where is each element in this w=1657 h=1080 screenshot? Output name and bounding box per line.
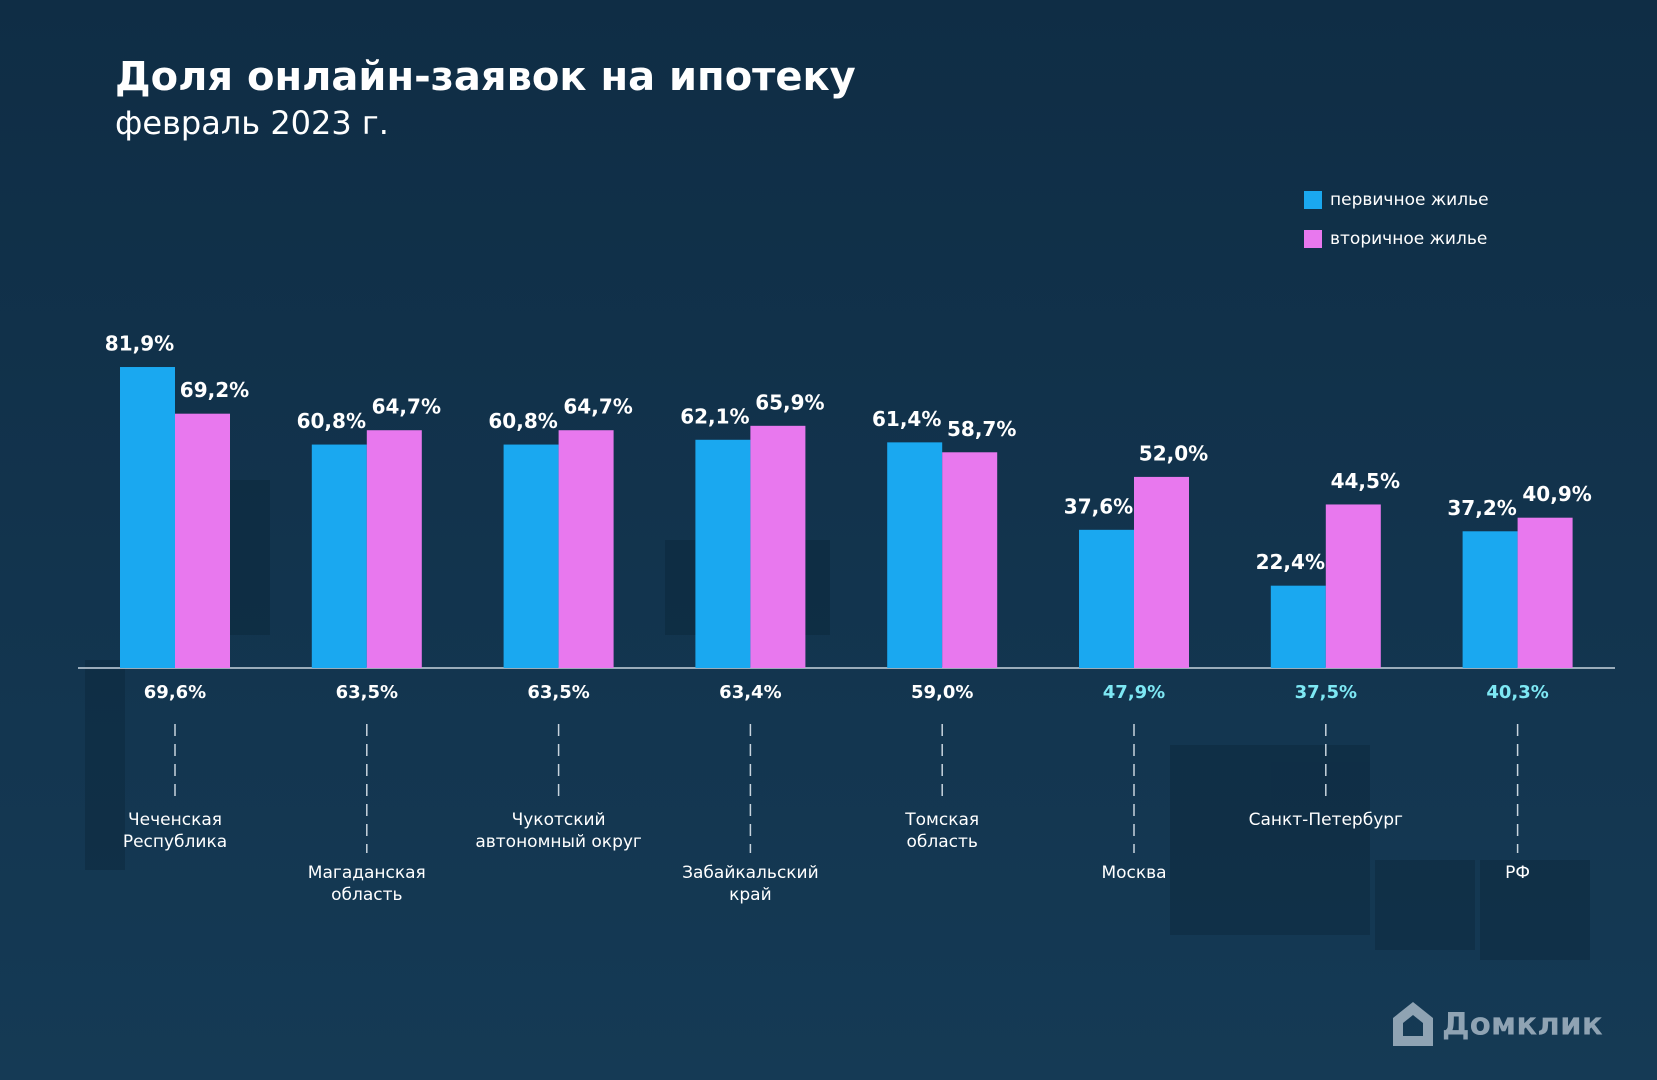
value-label: 60,8% (488, 409, 557, 433)
total-label: 37,5% (1295, 682, 1357, 703)
total-label: 63,5% (527, 682, 589, 703)
value-label: 65,9% (755, 390, 824, 414)
chart-subtitle: февраль 2023 г. (115, 104, 389, 142)
legend-swatch (1304, 230, 1322, 248)
bar (695, 439, 751, 668)
category-label: Чеченская Республика (122, 810, 228, 852)
value-label: 22,4% (1256, 550, 1325, 574)
bar (942, 452, 998, 668)
logo: Домклик (1393, 1002, 1603, 1046)
total-label: 69,6% (144, 682, 206, 703)
bar (120, 367, 175, 668)
total-label: 63,4% (719, 682, 781, 703)
value-label: 69,2% (180, 378, 249, 402)
value-label: 60,8% (297, 409, 366, 433)
total-label: 63,5% (336, 682, 398, 703)
category-label: Чукотский автономный округ (475, 810, 642, 852)
value-label: 81,9% (105, 332, 174, 356)
bar (1079, 529, 1134, 668)
bar (1134, 476, 1189, 668)
total-label: 47,9% (1103, 682, 1165, 703)
bar (1270, 585, 1326, 668)
logo-text: Домклик (1442, 1007, 1603, 1043)
legend-label: вторичное жилье (1330, 229, 1487, 249)
bar (503, 444, 559, 668)
value-label: 64,7% (563, 395, 632, 419)
value-label: 58,7% (947, 417, 1016, 441)
bar (175, 413, 230, 668)
bar (887, 442, 943, 668)
bar (366, 430, 422, 668)
value-label: 61,4% (872, 407, 941, 431)
value-label: 62,1% (680, 404, 749, 428)
total-label: 40,3% (1486, 682, 1548, 703)
value-label: 44,5% (1331, 469, 1400, 493)
legend-swatch (1304, 191, 1322, 209)
logo-icon (1393, 1002, 1433, 1046)
category-label: Томская область (905, 810, 980, 852)
legend-label: первичное жилье (1330, 190, 1489, 210)
bar (1325, 504, 1381, 668)
total-label: 59,0% (911, 682, 973, 703)
bar (750, 425, 806, 668)
category-label: Москва (1101, 863, 1167, 883)
bar (558, 430, 614, 668)
category-label: Санкт-Петербург (1248, 810, 1403, 830)
value-label: 40,9% (1522, 482, 1591, 506)
category-label: РФ (1505, 863, 1531, 883)
value-label: 37,2% (1447, 496, 1516, 520)
value-label: 37,6% (1064, 494, 1133, 518)
chart-title: Доля онлайн-заявок на ипотеку (115, 54, 856, 100)
bar (311, 444, 367, 668)
value-label: 52,0% (1139, 441, 1208, 465)
value-label: 64,7% (372, 395, 441, 419)
bar (1517, 517, 1573, 668)
bar (1462, 531, 1518, 668)
category-label: Забайкальский край (682, 863, 819, 905)
category-label: Магаданская область (307, 863, 426, 905)
